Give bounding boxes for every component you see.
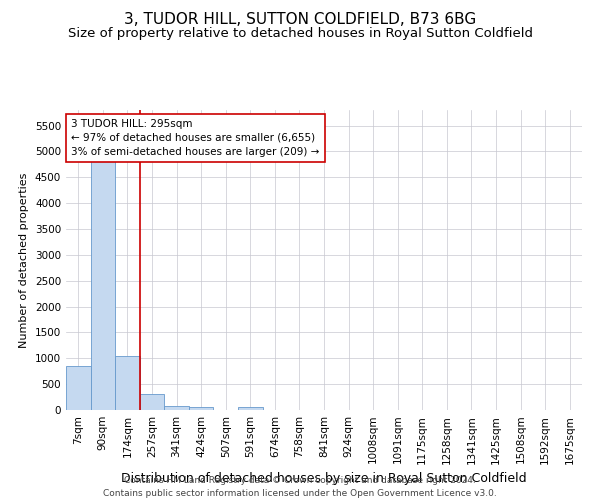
- Bar: [140, 394, 164, 410]
- Text: Size of property relative to detached houses in Royal Sutton Coldfield: Size of property relative to detached ho…: [67, 28, 533, 40]
- Bar: [164, 406, 189, 410]
- Bar: [66, 366, 91, 410]
- X-axis label: Distribution of detached houses by size in Royal Sutton Coldfield: Distribution of detached houses by size …: [121, 472, 527, 485]
- Text: 3 TUDOR HILL: 295sqm
← 97% of detached houses are smaller (6,655)
3% of semi-det: 3 TUDOR HILL: 295sqm ← 97% of detached h…: [71, 119, 320, 157]
- Y-axis label: Number of detached properties: Number of detached properties: [19, 172, 29, 348]
- Bar: [115, 356, 140, 410]
- Text: 3, TUDOR HILL, SUTTON COLDFIELD, B73 6BG: 3, TUDOR HILL, SUTTON COLDFIELD, B73 6BG: [124, 12, 476, 28]
- Text: Contains HM Land Registry data © Crown copyright and database right 2024.
Contai: Contains HM Land Registry data © Crown c…: [103, 476, 497, 498]
- Bar: [91, 126, 115, 410]
- Bar: [238, 408, 263, 410]
- Bar: [189, 407, 214, 410]
